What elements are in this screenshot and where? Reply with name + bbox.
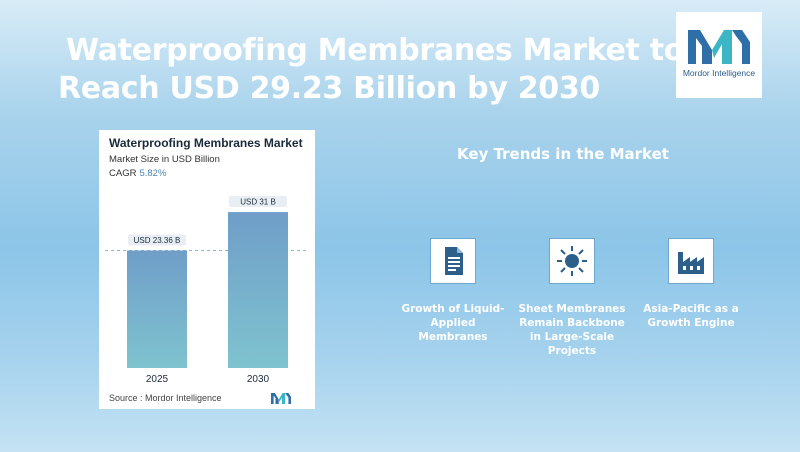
market-size-card: Waterproofing Membranes Market Market Si… (99, 130, 315, 409)
headline-line-1: Waterproofing Membranes Market to (66, 33, 685, 68)
source-logo-icon (271, 393, 291, 404)
mordor-logo-icon (688, 30, 750, 64)
source-note: Source : Mordor Intelligence (109, 393, 222, 403)
card-subtitle: Market Size in USD Billion (109, 154, 220, 165)
trend-label: Asia-Pacific as a Growth Engine (643, 303, 739, 329)
trend-label: Growth of Liquid- Applied Membranes (401, 303, 505, 343)
key-trends-title: Key Trends in the Market (457, 145, 669, 163)
trend-item-liquid-applied: Growth of Liquid- Applied Membranes (393, 238, 513, 344)
brand-logo: Mordor Intelligence (676, 12, 762, 98)
data-label: USD 31 B (240, 198, 276, 207)
data-label-bg (128, 234, 186, 246)
bar-chart: USD 23.36 B 2025 USD 31 B 2030 (105, 196, 309, 385)
headline-line-2: Reach USD 29.23 Billion by 2030 (58, 71, 601, 106)
card-title: Waterproofing Membranes Market (109, 136, 303, 150)
logo-text: Mordor Intelligence (682, 68, 756, 78)
trend-item-asia-pacific: Asia-Pacific as a Growth Engine (631, 238, 751, 330)
bar-2025 (127, 250, 187, 368)
cagr-line: CAGR 5.82% (109, 168, 166, 179)
data-label-bg (229, 196, 287, 208)
x-tick-label: 2030 (247, 374, 270, 385)
cagr-value: 5.82% (139, 168, 167, 179)
sun-icon (549, 238, 595, 284)
headline: Waterproofing Membranes Market to Reach … (58, 32, 685, 108)
factory-icon (668, 238, 714, 284)
bar-2030 (228, 212, 288, 368)
trend-item-sheet-membranes: Sheet Membranes Remain Backbone in Large… (512, 238, 632, 358)
cagr-label: CAGR (109, 168, 137, 179)
x-tick-label: 2025 (146, 374, 169, 385)
document-icon (430, 238, 476, 284)
data-label: USD 23.36 B (134, 236, 181, 245)
trend-label: Sheet Membranes Remain Backbone in Large… (518, 303, 626, 357)
